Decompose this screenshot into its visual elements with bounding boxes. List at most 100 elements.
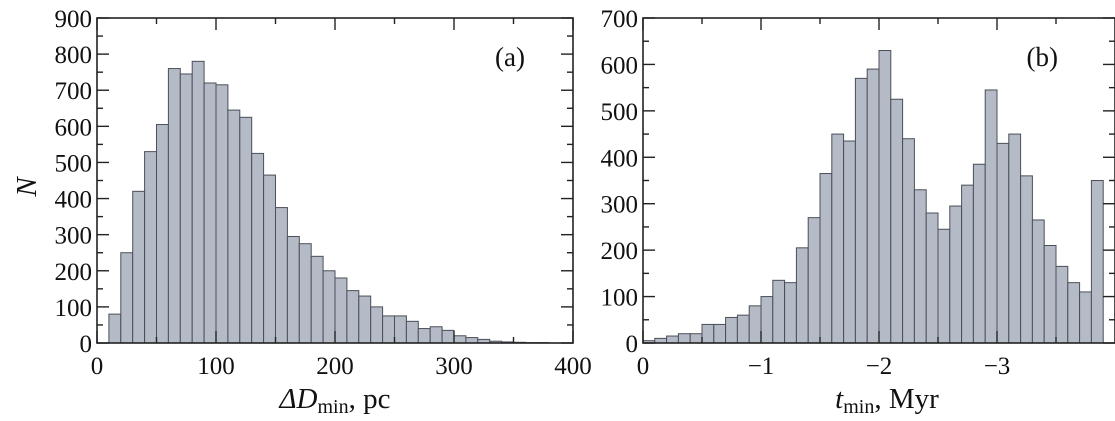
panel-a-bar [108,313,122,344]
panel-b-bar [961,184,974,344]
panel-a-bar [120,252,134,344]
panel-b-y-tick-label: 600 [601,52,639,79]
panel-b-bar [795,247,809,344]
panel-a-bar [346,290,360,344]
panel-b-bar [890,98,904,344]
panel-b-bar [843,140,856,344]
panel-a-bar [132,190,146,344]
panel-b-bar [807,217,821,344]
panel-b-bar [1031,219,1045,344]
panel-b-bar [925,212,939,344]
panel-a-bar [156,124,169,344]
panel-b-bar [784,282,797,344]
panel-a-bar [263,174,277,344]
panel-a-y-tick-label: 600 [55,114,93,141]
panel-a-bar [405,320,419,344]
panel-b-label: (b) [1027,42,1058,72]
panel-a-x-tick-label: 400 [554,353,592,380]
panel-a-bar [453,335,467,344]
panel-a-y-tick-label: 300 [55,223,93,250]
panel-b-bar [949,205,963,344]
panel-b-x-tick-label: 0 [637,353,650,380]
panel-b-bar [831,133,845,344]
panel-b-y-tick-label: 300 [601,192,639,219]
panel-a-bar [382,315,396,344]
panel-a-bar [417,328,431,344]
panel-b-y-tick-label: 500 [601,99,639,126]
panel-b-bar [972,163,986,344]
panel-a-bar [286,235,300,344]
panel-a-y-tick-label: 800 [55,42,93,69]
panel-b-bar [937,228,951,344]
panel-b-bar [913,189,927,344]
panel-b-bar [701,323,715,344]
panel-b-bar [736,314,750,344]
panel-a-bar [310,255,324,344]
panel-a-bar [251,152,265,344]
panel-b-bar [1008,133,1022,344]
panel-a-bar [275,207,288,344]
panel-a-x-tick-label: 200 [316,353,354,380]
panel-b-bar [725,316,738,344]
panel-b-bar [1043,245,1057,344]
panel-b-y-tick-label: 700 [601,6,639,33]
panel-b-bar [878,50,892,344]
panel-a-x-axis-label: ΔDmin, pc [279,383,391,418]
panel-a-histogram: 0 100 200 300 400 500 600 700 800 900 0 100 200 300 40… [11,6,592,418]
panel-a-x-tick-label: 100 [197,353,235,380]
panel-a-bar [465,337,479,344]
panel-a-bar [429,326,443,344]
panel-a-bar [358,295,372,344]
panel-b-bar [984,89,998,344]
panel-a-y-tick-label: 200 [55,259,93,286]
panel-a-bar [179,73,193,344]
panel-a-bar [334,277,348,344]
panel-b-x-tick-label: −2 [866,353,893,380]
panel-b-bar [666,335,679,344]
panel-b-y-tick-label: 200 [601,238,639,265]
panel-a-bar [239,116,253,344]
panel-b-bar [748,305,762,344]
panel-a-x-tick-label: 0 [91,353,104,380]
panel-b-bar [689,333,703,344]
panel-a-y-tick-label: 400 [55,187,93,214]
panel-a-bar [370,306,384,344]
panel-a-y-tick-label: 700 [55,78,93,105]
panel-b-x-tick-label: −1 [748,353,775,380]
panel-b-bar [854,77,868,344]
panel-b-bar [1090,180,1104,344]
panel-b-y-tick-label: 100 [601,285,639,312]
panel-b-y-tick-label: 0 [626,331,639,358]
panel-b-bar [1055,265,1069,344]
panel-b-bar [1067,282,1081,344]
panel-a-x-tick-label: 300 [435,353,473,380]
panel-a-bar [191,60,205,344]
panel-a-label: (a) [495,42,525,72]
panel-b-bar [902,138,915,344]
panel-a-y-axis-label: N [11,176,43,198]
panel-a-bar [227,109,241,344]
panel-a-bar [322,270,336,344]
panel-b-bar [760,296,774,344]
panel-a-y-tick-label: 500 [55,150,93,177]
panel-a-y-tick-label: 0 [80,331,93,358]
panel-a-bar [144,151,158,344]
panel-b-bar [1079,291,1092,344]
panel-b-bar [677,333,691,344]
panel-a-y-tick-label: 900 [55,6,93,33]
panel-b-bar [1020,175,1033,344]
panel-b-x-axis-label: tmin, Myr [835,383,939,418]
panel-a-bar [203,82,217,344]
panel-a-y-tick-label: 100 [55,295,93,322]
panel-a-bar [167,68,181,344]
panel-b-histogram: 0 100 200 300 400 500 600 700 0 −1 −2 −3 (b) tmin, My… [601,6,1115,418]
panel-b-bar [713,323,727,344]
panel-b-bar [996,142,1010,344]
panel-b-bar [772,279,786,344]
panel-a-bar [394,315,407,344]
panel-a-bar [298,243,312,344]
panel-a-bar [441,329,455,344]
panel-b-bar [819,173,833,344]
panel-b-y-tick-label: 400 [601,145,639,172]
